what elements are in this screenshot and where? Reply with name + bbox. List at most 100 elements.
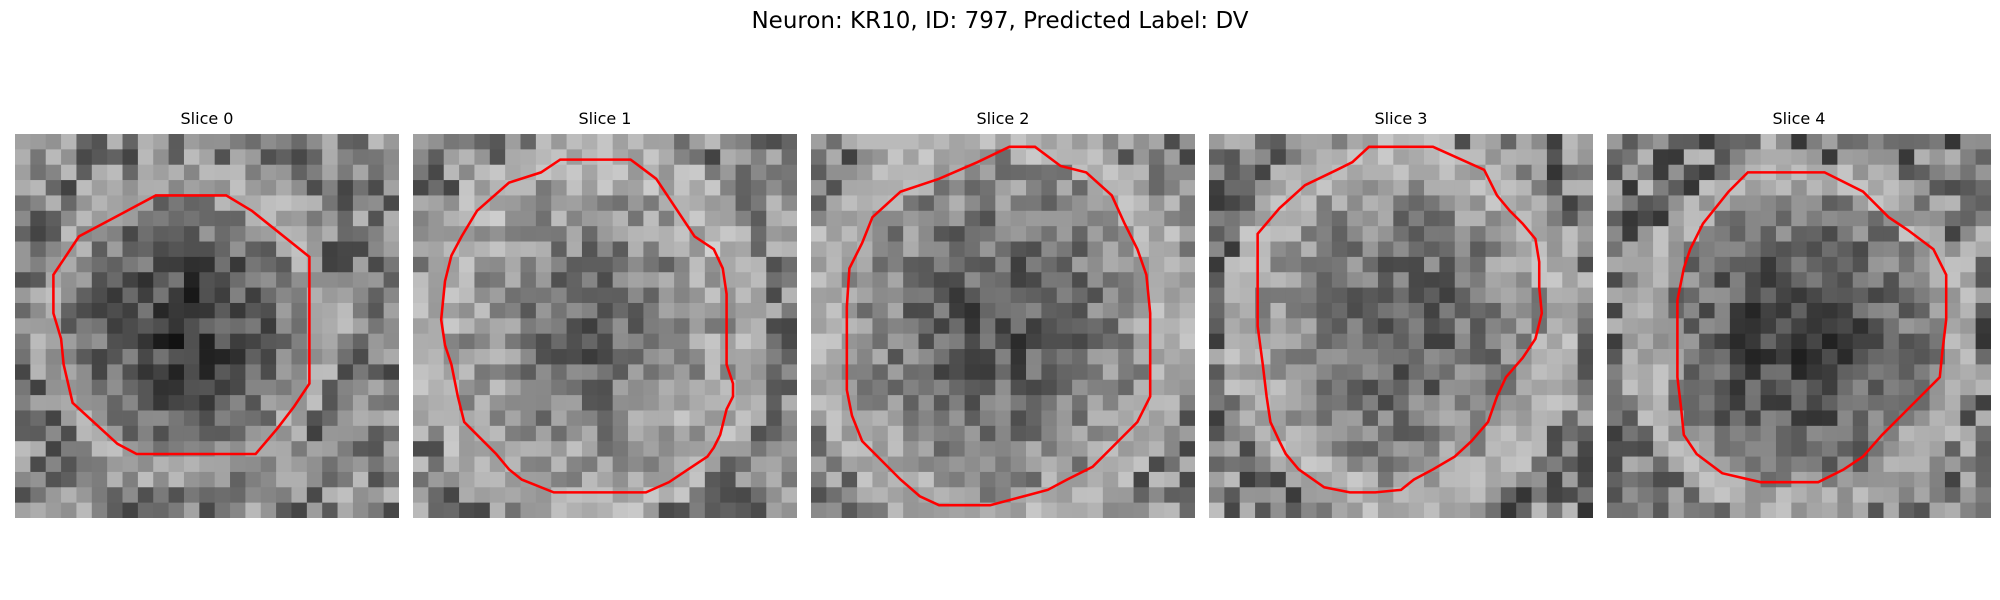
pixel-cell bbox=[183, 256, 200, 273]
pixel-cell bbox=[551, 333, 567, 350]
pixel-cell bbox=[1562, 379, 1579, 396]
pixel-cell bbox=[903, 272, 919, 288]
pixel-cell bbox=[1683, 318, 1700, 335]
pixel-cell bbox=[1883, 318, 1900, 335]
pixel-cell bbox=[1714, 210, 1731, 227]
pixel-cell bbox=[1408, 410, 1425, 427]
pixel-cell bbox=[1118, 364, 1134, 381]
pixel-cell bbox=[1377, 180, 1394, 196]
pixel-cell bbox=[1898, 302, 1915, 319]
pixel-cell bbox=[1424, 364, 1440, 381]
pixel-cell bbox=[872, 302, 889, 319]
pixel-cell bbox=[551, 287, 567, 304]
pixel-cell bbox=[413, 318, 429, 335]
pixel-cell bbox=[1164, 302, 1181, 319]
pixel-cell bbox=[811, 180, 827, 196]
pixel-cell bbox=[291, 195, 308, 212]
pixel-cell bbox=[826, 210, 843, 227]
pixel-cell bbox=[1285, 379, 1302, 396]
pixel-cell bbox=[566, 333, 583, 350]
pixel-cell bbox=[153, 210, 169, 227]
pixel-cell bbox=[1822, 226, 1838, 242]
pixel-cell bbox=[1118, 456, 1134, 473]
pixel-cell bbox=[689, 333, 706, 350]
pixel-cell bbox=[137, 364, 154, 381]
pixel-cell bbox=[61, 272, 77, 288]
pixel-cell bbox=[1760, 349, 1777, 365]
pixel-cell bbox=[766, 318, 783, 335]
pixel-cell bbox=[1516, 164, 1532, 181]
pixel-cell bbox=[1285, 180, 1302, 196]
pixel-cell bbox=[1699, 379, 1715, 396]
pixel-cell bbox=[704, 149, 721, 166]
pixel-cell bbox=[1653, 456, 1669, 473]
pixel-cell bbox=[276, 302, 292, 319]
pixel-cell bbox=[1148, 164, 1165, 181]
pixel-cell bbox=[1622, 441, 1639, 457]
pixel-cell bbox=[489, 333, 506, 350]
pixel-cell bbox=[30, 180, 47, 196]
pixel-cell bbox=[383, 318, 399, 335]
pixel-cell bbox=[1577, 287, 1593, 304]
pixel-cell bbox=[689, 349, 706, 365]
pixel-cell bbox=[76, 210, 93, 227]
pixel-cell bbox=[1270, 410, 1287, 427]
pixel-cell bbox=[1683, 180, 1700, 196]
pixel-cell bbox=[413, 134, 429, 150]
pixel-cell bbox=[276, 241, 292, 258]
pixel-cell bbox=[276, 456, 292, 473]
pixel-cell bbox=[1531, 241, 1548, 258]
pixel-cell bbox=[1377, 195, 1394, 212]
pixel-cell bbox=[535, 256, 552, 273]
pixel-cell bbox=[443, 180, 460, 196]
pixel-cell bbox=[1683, 272, 1700, 288]
pixel-cell bbox=[337, 471, 354, 488]
pixel-cell bbox=[76, 287, 93, 304]
pixel-cell bbox=[1347, 149, 1363, 166]
pixel-cell bbox=[1607, 256, 1623, 273]
pixel-cell bbox=[1026, 302, 1042, 319]
pixel-cell bbox=[1577, 487, 1593, 504]
pixel-cell bbox=[306, 379, 323, 396]
pixel-cell bbox=[612, 395, 629, 411]
pixel-cell bbox=[1133, 333, 1150, 350]
pixel-cell bbox=[199, 425, 216, 442]
pixel-cell bbox=[489, 226, 506, 242]
pixel-cell bbox=[1424, 287, 1440, 304]
pixel-cell bbox=[689, 441, 706, 457]
pixel-cell bbox=[674, 318, 690, 335]
pixel-cell bbox=[1285, 256, 1302, 273]
pixel-cell bbox=[1470, 149, 1486, 166]
pixel-cell bbox=[443, 164, 460, 181]
pixel-cell bbox=[1454, 456, 1471, 473]
pixel-cell bbox=[1179, 241, 1195, 258]
pixel-cell bbox=[1699, 456, 1715, 473]
pixel-cell bbox=[612, 471, 629, 488]
pixel-cell bbox=[1760, 471, 1777, 488]
pixel-cell bbox=[949, 333, 965, 350]
pixel-cell bbox=[612, 456, 629, 473]
pixel-cell bbox=[1118, 502, 1134, 518]
pixel-cell bbox=[1270, 471, 1287, 488]
pixel-cell bbox=[1668, 379, 1685, 396]
pixel-cell bbox=[1393, 379, 1410, 396]
pixel-cell bbox=[322, 134, 338, 150]
pixel-cell bbox=[1118, 487, 1134, 504]
pixel-cell bbox=[122, 349, 139, 365]
pixel-cell bbox=[1239, 134, 1256, 150]
pixel-cell bbox=[612, 241, 629, 258]
segmentation-contour bbox=[845, 145, 1152, 507]
pixel-cell bbox=[168, 256, 185, 273]
pixel-cell bbox=[689, 425, 706, 442]
pixel-cell bbox=[581, 425, 598, 442]
pixel-cell bbox=[597, 502, 614, 518]
pixel-cell bbox=[643, 333, 660, 350]
pixel-cell bbox=[1301, 302, 1317, 319]
pixel-cell bbox=[1485, 134, 1502, 150]
pixel-cell bbox=[1837, 318, 1854, 335]
pixel-cell bbox=[1347, 318, 1363, 335]
pixel-cell bbox=[1637, 456, 1654, 473]
pixel-cell bbox=[383, 180, 399, 196]
pixel-cell bbox=[76, 379, 93, 396]
pixel-cell bbox=[1760, 410, 1777, 427]
